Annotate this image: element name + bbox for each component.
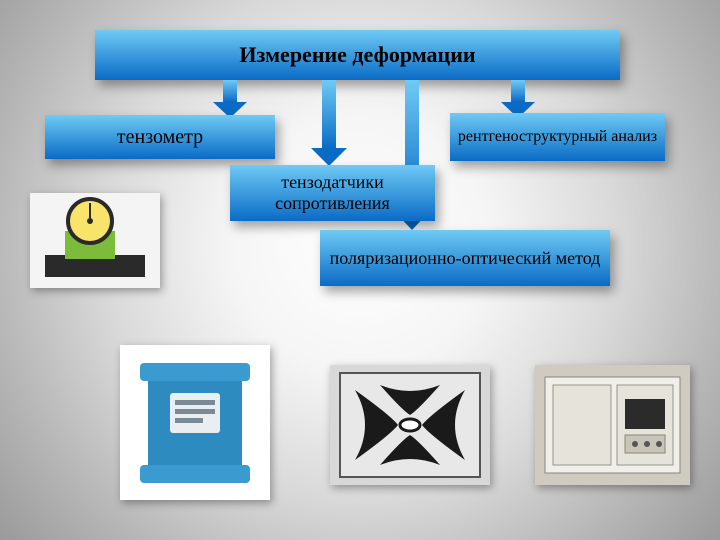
box-polarization-optical: поляризационно-оптический метод (320, 230, 610, 286)
box-resistance-gauges-label: тензодатчики сопротивления (236, 172, 429, 213)
box-xray-analysis-label: рентгеноструктурный анализ (458, 128, 657, 146)
title-box: Измерение деформации (95, 30, 620, 80)
photo-xray-machine (535, 365, 690, 485)
box-tensometer-label: тензометр (117, 126, 203, 149)
photo-tensometer-device (30, 193, 160, 288)
photo-strain-gauge-module (120, 345, 270, 500)
box-resistance-gauges: тензодатчики сопротивления (230, 165, 435, 221)
title-text: Измерение деформации (239, 42, 475, 67)
box-xray-analysis: рентгеноструктурный анализ (450, 113, 665, 161)
box-tensometer: тензометр (45, 115, 275, 159)
box-polarization-optical-label: поляризационно-оптический метод (330, 248, 601, 269)
photo-photoelastic-pattern (330, 365, 490, 485)
